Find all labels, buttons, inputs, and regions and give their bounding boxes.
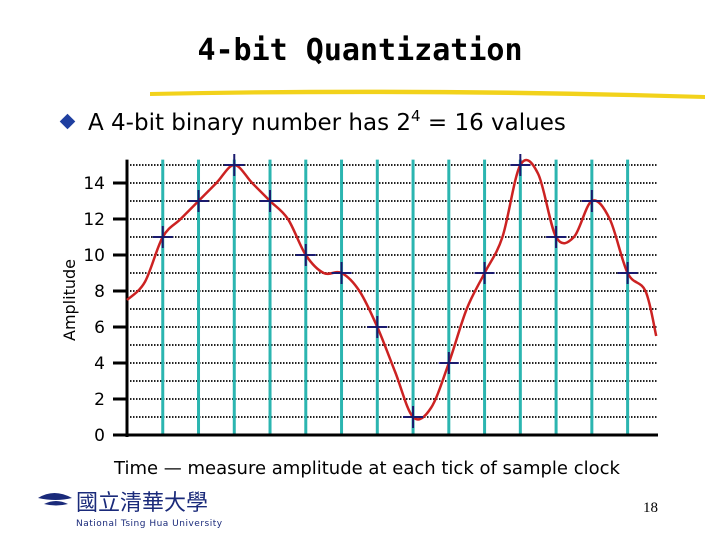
x-axis-label: Time — measure amplitude at each tick of… [113,458,620,479]
sample-point [224,154,245,176]
signal-line [126,158,658,421]
bullet-part: A 4-bit binary number has 2 [88,110,411,136]
y-tick-label: 2 [94,390,105,410]
y-tick-label: 0 [94,426,105,446]
sample-point [295,244,316,266]
sample-point [581,190,602,212]
bullet-part: = 16 values [421,110,566,136]
title-underline [150,89,705,99]
sample-point [403,406,424,428]
sample-point [260,190,281,212]
sample-point [152,226,173,248]
logo-name: 國立清華大學 [76,491,208,516]
y-tick-label: 8 [94,282,105,302]
logo: 國立清華大學 National Tsing Hua University [38,491,223,529]
logo-emblem [38,493,72,506]
y-tick-label: 10 [83,246,105,266]
y-tick-label: 4 [94,354,105,374]
y-tick-label: 14 [83,174,105,194]
y-tick-label: 12 [83,210,105,230]
sample-point [367,316,388,338]
page-number: 18 [643,500,658,516]
sample-point [617,262,638,284]
sample-point [188,190,209,212]
y-tick-label: 6 [94,318,105,338]
bullet-text: A 4-bit binary number has 24 = 16 values [88,107,566,136]
plot: 0 2 4 6 8 10 12 14 [83,154,658,446]
bullet-marker [59,113,76,130]
slide-title: 4-bit Quantization [197,33,522,68]
bullet-superscript: 4 [411,107,421,125]
sample-point [510,154,531,176]
sample-point [438,352,459,374]
y-axis-label: Amplitude [60,259,79,341]
sample-point [474,262,495,284]
logo-english: National Tsing Hua University [76,519,223,529]
sample-point [331,262,352,284]
sample-point [546,226,567,248]
